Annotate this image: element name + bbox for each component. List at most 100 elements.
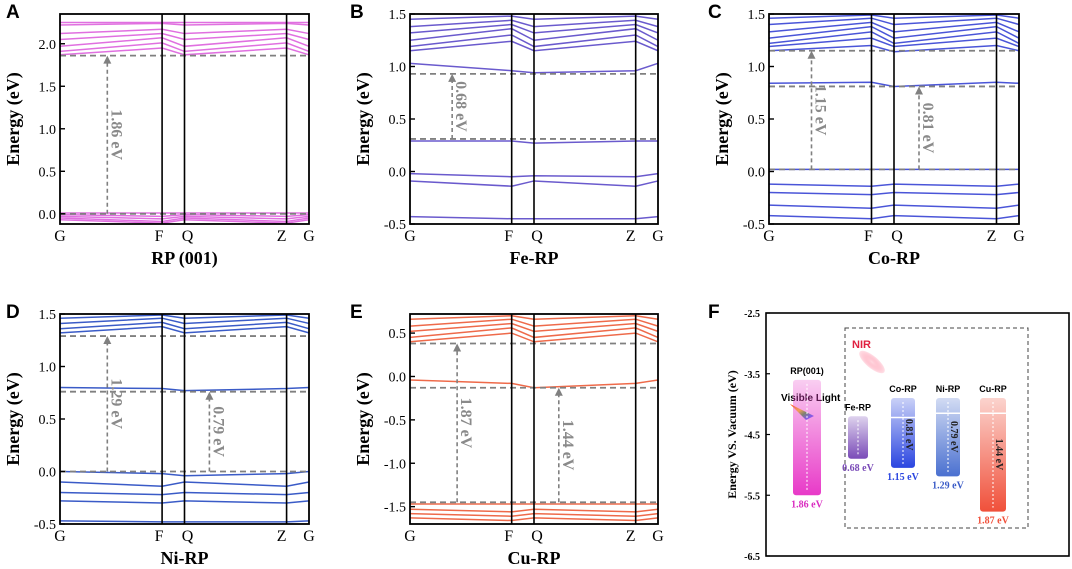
panel-label: E [350, 302, 363, 323]
gap-arrow-head [103, 55, 112, 64]
gap-label: 1.29 eV [107, 378, 124, 429]
y-axis-label: Energy (eV) [712, 72, 733, 165]
y-tick-label: 0.0 [39, 466, 57, 481]
x-tick-label: G [652, 528, 664, 545]
gap-arrow-head [807, 50, 816, 59]
x-tick-label: G [1013, 228, 1025, 245]
y-tick-label: 0.5 [389, 113, 407, 128]
y-tick-label: 0.0 [389, 166, 407, 181]
x-tick-label: Q [531, 228, 543, 245]
y-tick-label: -5.5 [744, 491, 760, 502]
gap-arrow-head [915, 86, 923, 95]
gap-label: 1.44 eV [559, 420, 576, 471]
y-tick-label: 0.5 [748, 113, 766, 128]
y-tick-label: 1.0 [39, 123, 57, 138]
axes-frame [409, 313, 659, 525]
y-tick-label: 1.0 [39, 361, 57, 376]
bar-gap-label: 1.87 eV [977, 516, 1009, 527]
y-tick-label: 0.5 [39, 413, 57, 428]
gap-arrow-head [448, 73, 457, 82]
y-tick-label: 1.0 [389, 61, 407, 76]
y-tick-label: 0.0 [39, 208, 57, 223]
y-tick-label: 0.0 [389, 370, 407, 385]
panel-d: D1.29 eV0.79 eV-0.50.00.51.01.5G F Q Z GEner… [3, 302, 315, 568]
gap-label: 1.86 eV [107, 109, 124, 160]
x-tick-label: G [303, 528, 315, 545]
y-tick-label: 1.5 [39, 80, 57, 95]
inner-gap-label: 0.79 eV [948, 421, 959, 453]
y-tick-label: -1.5 [384, 501, 406, 516]
x-tick-label: G [763, 228, 775, 245]
panel-label: F [708, 302, 720, 323]
y-tick-label: -6.5 [744, 552, 760, 563]
gap-arrow-head [205, 391, 214, 400]
gap-arrow-head [103, 336, 112, 345]
nir-icon [859, 350, 885, 374]
y-tick-label: -0.5 [743, 218, 765, 233]
y-axis-label: Energy (eV) [3, 372, 24, 465]
y-axis-label: Energy (eV) [3, 72, 24, 165]
x-tick-label: G [54, 228, 66, 245]
panel-label: A [6, 2, 20, 23]
y-tick-label: 0.0 [748, 166, 766, 181]
x-tick-label: G [652, 228, 664, 245]
x-tick-label: Q [891, 228, 903, 245]
x-tick-label: Q [531, 528, 543, 545]
x-tick-label: F [864, 228, 873, 245]
bar-name: RP(001) [790, 366, 824, 376]
x-tick-label: Z [277, 528, 287, 545]
y-tick-label: 1.5 [748, 8, 766, 23]
panel-f: F -2.5 -3.5 -4.5 -5.5 -6.5 Energy VS. Vacuum (… [708, 302, 1070, 563]
panel-label: B [350, 2, 364, 23]
x-tick-label: G [54, 528, 66, 545]
y-axis-label: Energy VS. Vacuum (eV) [725, 370, 739, 498]
x-tick-label: Q [182, 528, 194, 545]
x-tick-label: F [155, 228, 164, 245]
y-tick-label: 1.5 [389, 8, 407, 23]
y-axis-label: Energy (eV) [353, 372, 374, 465]
x-tick-label: F [504, 228, 513, 245]
bar-gap-label: 1.29 eV [932, 480, 964, 491]
x-tick-label: Z [277, 228, 287, 245]
panel-e: E1.87 eV 1.44 eV-1.5-1.0-0.50.00.5G F Q Z GEn… [350, 302, 664, 568]
x-tick-label: G [303, 228, 315, 245]
gap-label: 1.15 eV [812, 85, 829, 136]
panel-label: C [708, 2, 722, 23]
x-tick-label: F [155, 528, 164, 545]
nir-label: NIR [852, 339, 871, 351]
x-axis-label: Cu-RP [508, 548, 561, 568]
gap-label: 0.68 eV [452, 81, 469, 132]
y-tick-label: -3.5 [744, 370, 760, 381]
y-tick-label: 0.5 [389, 327, 407, 342]
bar-name: Co-RP [889, 384, 917, 394]
inner-gap-label: 1.44 eV [993, 439, 1004, 471]
x-axis-label: Ni-RP [161, 548, 209, 568]
x-axis-label: Fe-RP [510, 248, 559, 268]
gap-label: 0.79 eV [209, 406, 226, 457]
nir-inset-box [844, 327, 1029, 529]
x-tick-label: Z [626, 228, 636, 245]
y-tick-label: 0.5 [39, 165, 57, 180]
x-tick-label: Z [987, 228, 997, 245]
band-gap-bar [891, 398, 915, 468]
x-axis-label: RP (001) [151, 248, 218, 269]
band-gap-bar [936, 398, 960, 477]
gap-label: 0.81 eV [919, 103, 936, 154]
panel-label: D [6, 302, 20, 323]
panel-c: C1.15 eV 0.81 eV-0.50.00.51.01.5G F Q Z GEner… [708, 2, 1025, 268]
x-tick-label: G [404, 528, 416, 545]
bar-gap-label: 0.68 eV [842, 463, 874, 474]
y-tick-label: 1.5 [39, 308, 57, 323]
gap-arrow-head [554, 387, 563, 396]
y-axis-label: Energy (eV) [353, 72, 374, 165]
x-tick-label: G [404, 228, 416, 245]
y-tick-label: -0.5 [384, 218, 406, 233]
y-tick-label: -4.5 [744, 431, 760, 442]
x-tick-label: Z [626, 528, 636, 545]
gap-arrow-head [453, 343, 462, 352]
bar-name: Cu-RP [979, 384, 1007, 394]
axes-frame [59, 13, 310, 225]
bar-gap-label: 1.86 eV [791, 499, 823, 510]
